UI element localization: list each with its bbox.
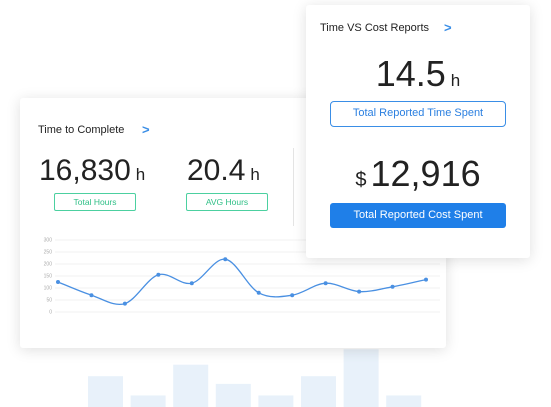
metric-unit: h bbox=[135, 165, 146, 184]
metric-unit: h bbox=[450, 71, 461, 90]
metric-button[interactable]: Total Hours bbox=[54, 193, 136, 211]
data-point bbox=[323, 281, 328, 286]
data-point bbox=[290, 293, 295, 298]
y-tick-label: 150 bbox=[44, 273, 53, 279]
bar bbox=[173, 364, 209, 407]
metric: $12,916 bbox=[306, 153, 530, 195]
metric-value: 16,830 bbox=[39, 154, 131, 187]
report-card: Time VS Cost Reports > 14.5 h Total Repor… bbox=[306, 5, 530, 258]
metric: 14.5 h bbox=[306, 53, 530, 95]
metric-value: 14.5 bbox=[375, 53, 446, 94]
card-title: Time VS Cost Reports bbox=[320, 22, 430, 34]
data-point bbox=[424, 277, 428, 282]
metric-unit: h bbox=[250, 165, 260, 184]
y-tick-label: 250 bbox=[44, 249, 53, 255]
currency: $ bbox=[355, 169, 367, 191]
data-point bbox=[156, 272, 161, 277]
bar bbox=[258, 395, 294, 407]
line-series bbox=[57, 258, 427, 306]
bar bbox=[88, 376, 123, 407]
bar bbox=[386, 395, 422, 407]
bar bbox=[215, 383, 251, 407]
data-point bbox=[256, 290, 261, 295]
y-tick-label: 50 bbox=[46, 297, 52, 303]
y-tick-label: 300 bbox=[44, 237, 53, 243]
data-point bbox=[357, 289, 362, 294]
bar bbox=[301, 376, 336, 407]
data-point bbox=[189, 281, 194, 286]
divider bbox=[293, 148, 294, 226]
arrow-link[interactable]: > bbox=[444, 20, 452, 35]
arrow-link[interactable]: > bbox=[142, 122, 150, 137]
data-point bbox=[56, 280, 60, 284]
metric: 16,830 h bbox=[39, 154, 145, 188]
metric-button[interactable]: AVG Hours bbox=[186, 193, 268, 211]
y-tick-label: 0 bbox=[49, 309, 52, 315]
metric-button[interactable]: Total Reported Time Spent bbox=[330, 101, 506, 127]
metric-value: 12,916 bbox=[370, 153, 481, 194]
data-point bbox=[89, 293, 94, 298]
bar bbox=[130, 395, 166, 407]
data-point bbox=[122, 301, 127, 306]
card-title: Time to Complete bbox=[38, 124, 125, 136]
data-point bbox=[223, 257, 228, 262]
data-point bbox=[390, 284, 395, 289]
metric: 20.4 h bbox=[187, 154, 260, 188]
bar bbox=[343, 349, 379, 407]
metric-button[interactable]: Total Reported Cost Spent bbox=[330, 203, 506, 228]
y-tick-label: 200 bbox=[44, 261, 53, 267]
y-tick-label: 100 bbox=[44, 285, 53, 291]
metric-value: 20.4 bbox=[187, 154, 246, 187]
